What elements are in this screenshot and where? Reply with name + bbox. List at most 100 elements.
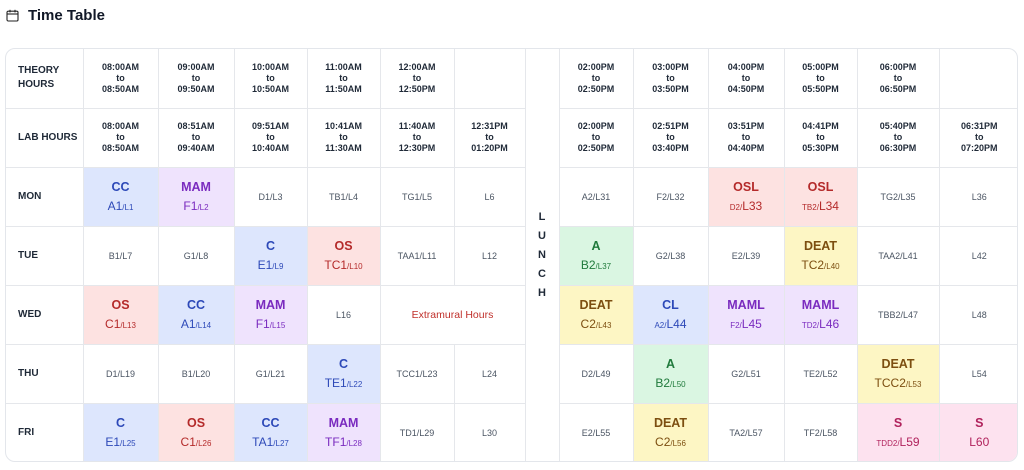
slot-cell: D1/L3 — [233, 166, 308, 227]
lab-hour-cell: 09:51AM to 10:40AM — [233, 107, 308, 168]
slot-cell: E2/L55 — [558, 402, 634, 461]
slot-cell: L36 — [938, 166, 1017, 227]
slot-code: B2 — [655, 375, 671, 390]
slot-lab: /L13 — [120, 320, 136, 330]
time-from: 05:40PM — [879, 121, 917, 131]
time-to: to — [191, 132, 201, 142]
slot-lab: /L27 — [273, 438, 289, 448]
slot-code: A1 — [107, 198, 123, 213]
slot-cell: L24 — [453, 343, 526, 404]
time-from: 08:00AM — [101, 61, 139, 72]
slot-cell: TF2/L58 — [783, 402, 858, 461]
day-label: WED — [6, 284, 84, 345]
lunch-letter: N — [538, 249, 546, 262]
course-cell: S TDD2/L59 — [856, 402, 940, 461]
course-subject: OS — [186, 415, 206, 430]
course-cell: OSL TB2/L34 — [783, 166, 858, 227]
time-to: to — [591, 72, 601, 83]
day-row-tue: TUE B1/L7 G1/L8 C E1/L9 OS TC1/L10 TAA1/L11 L12 A… — [6, 225, 1017, 286]
slot-lab: L46 — [819, 316, 840, 331]
time-to: to — [412, 132, 422, 142]
course-subject: MAM — [255, 297, 286, 312]
slot-cell: E2/L39 — [707, 225, 785, 286]
course-slot: D2/L33 — [709, 199, 784, 214]
time-from: 10:41AM — [324, 121, 362, 131]
time-till: 02:50PM — [577, 143, 615, 153]
theory-hour-cell: 03:00PM to 03:50PM — [632, 49, 709, 109]
slot-lab: /L37 — [595, 261, 612, 271]
time-till: 06:50PM — [879, 83, 917, 94]
theory-hour-cell: 04:00PM to 04:50PM — [707, 49, 785, 109]
course-slot: A1/L14 — [159, 317, 234, 332]
time-till: 10:50AM — [251, 83, 289, 94]
course-subject: S — [893, 415, 903, 430]
time-to: to — [893, 132, 903, 142]
course-subject: S — [975, 415, 984, 430]
time-from: 02:51PM — [652, 121, 689, 131]
course-slot: C2/L56 — [634, 435, 708, 450]
course-slot: F2/L45 — [709, 317, 784, 332]
slot-cell: D2/L49 — [558, 343, 634, 404]
slot-lab: /L43 — [595, 320, 612, 330]
course-slot: F1/L15 — [235, 317, 307, 332]
lunch-letter: L — [538, 211, 546, 224]
course-subject: C — [265, 238, 276, 253]
course-slot: E1/L25 — [84, 435, 158, 450]
day-row-thu: THU D1/L19 B1/L20 G1/L21 C TE1/L22 TCC1/L23 L24… — [6, 343, 1017, 404]
slot-lab: L44 — [666, 316, 687, 331]
time-till: 12:30PM — [398, 143, 436, 153]
course-slot: TF1/L28 — [308, 435, 380, 450]
slot-cell: L54 — [938, 343, 1017, 404]
theory-hour-cell — [453, 49, 526, 109]
course-slot: C2/L43 — [560, 317, 633, 332]
slot-lab: /L40 — [824, 261, 840, 271]
time-from: 03:00PM — [652, 61, 689, 72]
slot-code: TF1 — [325, 434, 347, 449]
slot-lab: /L53 — [905, 379, 922, 389]
time-from: 12:00AM — [398, 61, 436, 72]
course-cell: MAM TF1/L28 — [306, 402, 381, 461]
lab-hour-cell: 11:40AM to 12:30PM — [379, 107, 455, 168]
course-slot: TA1/L27 — [235, 435, 307, 450]
time-till: 05:30PM — [802, 143, 839, 153]
slot-code: C1 — [180, 434, 196, 449]
time-to: to — [591, 132, 601, 142]
time-from: 04:00PM — [727, 61, 765, 72]
theory-hour-cell: 02:00PM to 02:50PM — [558, 49, 634, 109]
theory-hours-row: THEORY HOURS 08:00AM to 08:50AM 09:00AM to 09:… — [6, 49, 1017, 461]
course-subject: CL — [662, 297, 679, 312]
slot-lab: L33 — [742, 198, 763, 213]
slot-code: TE1 — [324, 375, 347, 390]
time-from: 02:00PM — [577, 61, 615, 72]
course-subject: CC — [111, 179, 130, 194]
page-title: Time Table — [28, 6, 105, 24]
slot-code: TDD2/ — [876, 438, 900, 448]
slot-cell: TAA1/L11 — [379, 225, 455, 286]
course-slot: B2/L50 — [634, 376, 708, 391]
lab-hour-cell: 04:41PM to 05:30PM — [783, 107, 858, 168]
slot-cell: TE2/L52 — [783, 343, 858, 404]
day-label: FRI — [6, 402, 84, 461]
course-cell: DEAT C2/L56 — [632, 402, 709, 461]
slot-code: TC2 — [801, 257, 825, 272]
lunch-letter: C — [538, 268, 546, 281]
time-from: 06:00PM — [879, 61, 917, 72]
theory-hour-cell: 06:00PM to 06:50PM — [856, 49, 940, 109]
day-label: MON — [6, 166, 84, 227]
time-to: to — [339, 132, 348, 142]
day-label: THU — [6, 343, 84, 404]
slot-cell: TG2/L35 — [856, 166, 940, 227]
course-slot: TCC2/L53 — [858, 376, 939, 391]
slot-lab: /L9 — [272, 261, 284, 271]
time-till: 05:50PM — [802, 83, 839, 94]
time-to: to — [893, 72, 903, 83]
slot-code: B2 — [580, 257, 596, 272]
course-subject: OSL — [807, 179, 834, 194]
time-to: to — [266, 72, 275, 83]
day-label: TUE — [6, 225, 84, 286]
time-to: to — [339, 72, 348, 83]
course-slot: TE1/L22 — [308, 376, 380, 391]
slot-cell: G2/L51 — [707, 343, 785, 404]
